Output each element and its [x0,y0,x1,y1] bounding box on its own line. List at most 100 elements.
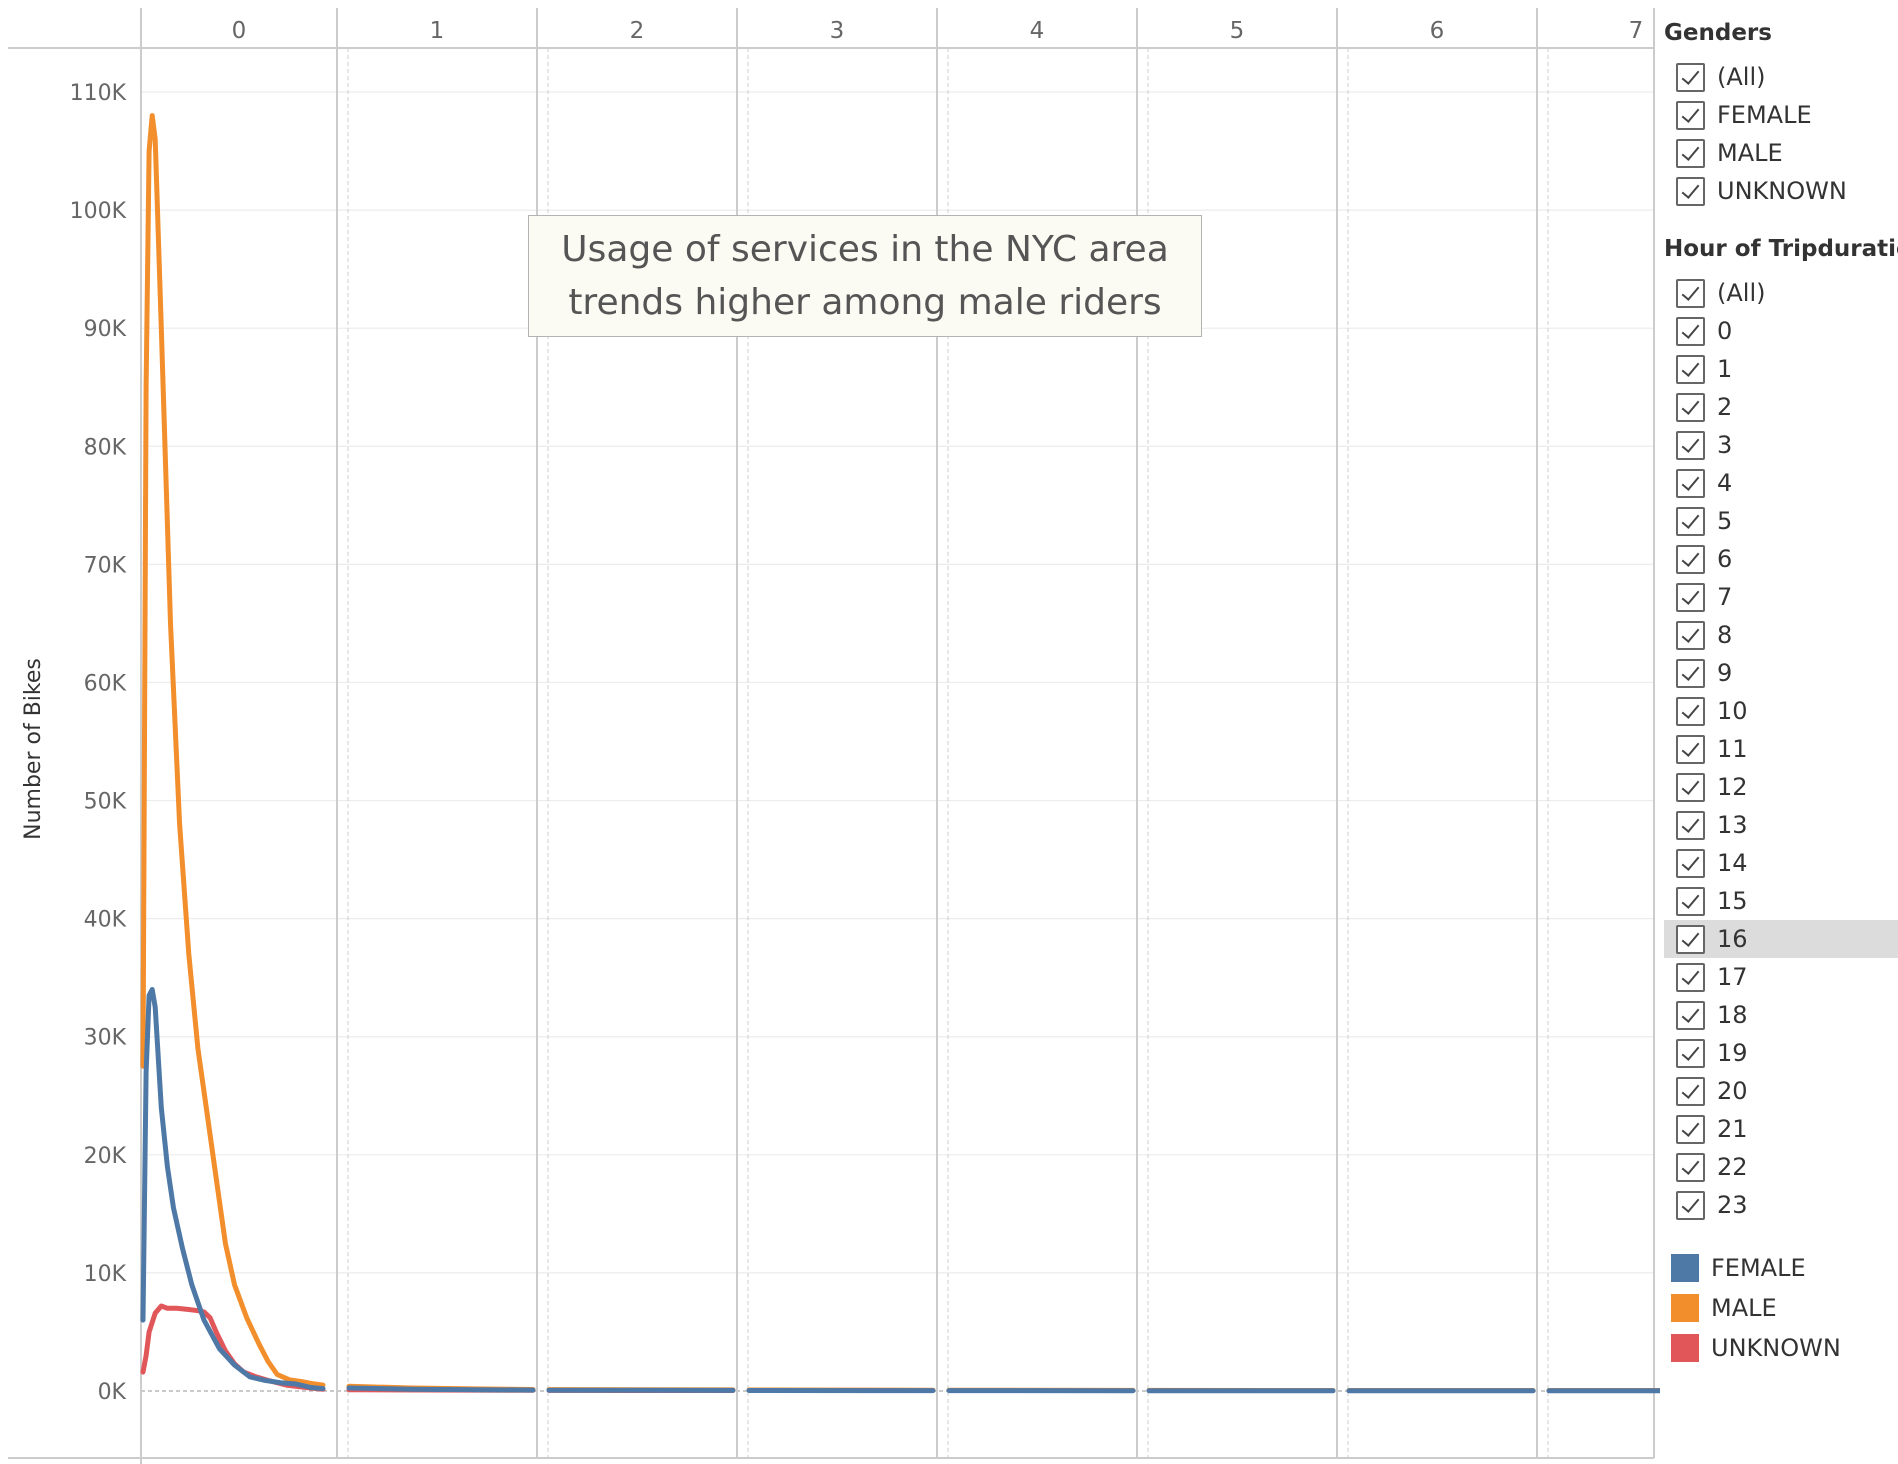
hour-filter-option[interactable]: 3 [1664,426,1898,464]
panel-headers: 0 1 2 3 4 5 6 7 [232,18,1644,44]
hour-filter-option[interactable]: 14 [1664,844,1898,882]
hour-filter-option-label: 4 [1717,469,1733,497]
checkbox-checked-icon[interactable] [1676,468,1705,498]
checkbox-checked-icon[interactable] [1676,1190,1705,1220]
checkbox-checked-icon[interactable] [1676,316,1705,346]
checkbox-checked-icon[interactable] [1676,1076,1705,1106]
gridlines [141,91,1654,1392]
hour-filter-option[interactable]: 18 [1664,996,1898,1034]
hour-filter-option-label: 11 [1717,735,1748,763]
hour-filter-option[interactable]: 8 [1664,616,1898,654]
checkbox-checked-icon[interactable] [1676,1000,1705,1030]
checkbox-checked-icon[interactable] [1676,100,1705,130]
hour-filter-option[interactable]: 4 [1664,464,1898,502]
panel-header-label: 6 [1430,18,1445,44]
hour-filter-option[interactable]: 9 [1664,654,1898,692]
gender-filter-option-label: MALE [1717,139,1783,167]
checkbox-checked-icon[interactable] [1676,138,1705,168]
checkbox-checked-icon[interactable] [1676,544,1705,574]
checkbox-checked-icon[interactable] [1676,430,1705,460]
legend-swatch [1671,1334,1699,1362]
hour-filter-option-label: (All) [1717,279,1766,307]
gender-filter-option[interactable]: FEMALE [1664,96,1898,134]
legend-item[interactable]: UNKNOWN [1664,1328,1898,1368]
series-line-female [346,1385,536,1393]
y-tick-label: 20K [84,1144,127,1169]
hour-filter-option-label: 12 [1717,773,1748,801]
panel-header-label: 7 [1629,18,1644,44]
hour-filter-option-label: 1 [1717,355,1733,383]
hour-filter-option-label: 21 [1717,1115,1748,1143]
hour-filter-option[interactable]: 15 [1664,882,1898,920]
hour-filter-option-label: 10 [1717,697,1748,725]
gender-filter-option[interactable]: (All) [1664,58,1898,96]
y-tick-label: 80K [84,435,127,460]
checkbox-checked-icon[interactable] [1676,176,1705,206]
series-line-female [140,987,326,1392]
checkbox-checked-icon[interactable] [1676,848,1705,878]
checkbox-checked-icon[interactable] [1676,734,1705,764]
gender-filter-option[interactable]: UNKNOWN [1664,172,1898,210]
hour-filter-option-label: 2 [1717,393,1733,421]
checkbox-checked-icon[interactable] [1676,886,1705,916]
hour-filter-option-label: 23 [1717,1191,1748,1219]
hour-filter-option-label: 16 [1717,925,1748,953]
hour-filter-option[interactable]: 21 [1664,1110,1898,1148]
y-tick-label: 0K [98,1380,127,1405]
hour-filter-option[interactable]: 2 [1664,388,1898,426]
y-tick-label: 90K [84,317,127,342]
hour-filter-option[interactable]: 13 [1664,806,1898,844]
hours-filter-list: (All) 0 1 2 3 4 5 6 7 8 9 10 11 12 13 14 15 16 17 18 19 20 21 2… [1664,274,1898,1224]
checkbox-checked-icon[interactable] [1676,772,1705,802]
checkbox-checked-icon[interactable] [1676,810,1705,840]
checkbox-checked-icon[interactable] [1676,924,1705,954]
checkbox-checked-icon[interactable] [1676,620,1705,650]
legend-item[interactable]: FEMALE [1664,1248,1898,1288]
checkbox-checked-icon[interactable] [1676,392,1705,422]
y-axis-title: Number of Bikes [21,658,46,840]
checkbox-checked-icon[interactable] [1676,1038,1705,1068]
y-axis-ticks: 0K 10K 20K 30K 40K 50K 60K 70K 80K 90K 100K 110K [70,81,127,1405]
series-lines [140,113,1660,1394]
series-line-unknown [140,1303,326,1392]
legend-item[interactable]: MALE [1664,1288,1898,1328]
hour-filter-option[interactable]: (All) [1664,274,1898,312]
hour-filter-option[interactable]: 23 [1664,1186,1898,1224]
legend-swatch [1671,1294,1699,1322]
hour-filter-option[interactable]: 0 [1664,312,1898,350]
y-tick-label: 70K [84,553,127,578]
hour-filter-option[interactable]: 11 [1664,730,1898,768]
hour-filter-option[interactable]: 16 [1664,920,1898,958]
hour-filter-option[interactable]: 6 [1664,540,1898,578]
checkbox-checked-icon[interactable] [1676,278,1705,308]
checkbox-checked-icon[interactable] [1676,658,1705,688]
genders-filter-list: (All) FEMALE MALE UNKNOWN [1664,58,1898,210]
gender-filter-option-label: UNKNOWN [1717,177,1847,205]
checkbox-checked-icon[interactable] [1676,1152,1705,1182]
series-line-male [140,113,326,1388]
hour-filter-option[interactable]: 1 [1664,350,1898,388]
legend-label: MALE [1711,1294,1777,1322]
legend-label: FEMALE [1711,1254,1806,1282]
hour-filter-option[interactable]: 12 [1664,768,1898,806]
checkbox-checked-icon[interactable] [1676,1114,1705,1144]
hour-filter-option[interactable]: 20 [1664,1072,1898,1110]
hour-filter-option[interactable]: 5 [1664,502,1898,540]
checkbox-checked-icon[interactable] [1676,962,1705,992]
y-tick-label: 60K [84,671,127,696]
checkbox-checked-icon[interactable] [1676,582,1705,612]
hour-filter-option[interactable]: 19 [1664,1034,1898,1072]
checkbox-checked-icon[interactable] [1676,506,1705,536]
hour-filter-option[interactable]: 17 [1664,958,1898,996]
gender-filter-option[interactable]: MALE [1664,134,1898,172]
hour-filter-option-label: 13 [1717,811,1748,839]
hour-filter-option[interactable]: 22 [1664,1148,1898,1186]
hour-filter-option-label: 22 [1717,1153,1748,1181]
hour-filter-option[interactable]: 7 [1664,578,1898,616]
hour-filter-option[interactable]: 10 [1664,692,1898,730]
hour-filter-option-label: 17 [1717,963,1748,991]
checkbox-checked-icon[interactable] [1676,696,1705,726]
checkbox-checked-icon[interactable] [1676,62,1705,92]
checkbox-checked-icon[interactable] [1676,354,1705,384]
panel-header-label: 5 [1230,18,1245,44]
